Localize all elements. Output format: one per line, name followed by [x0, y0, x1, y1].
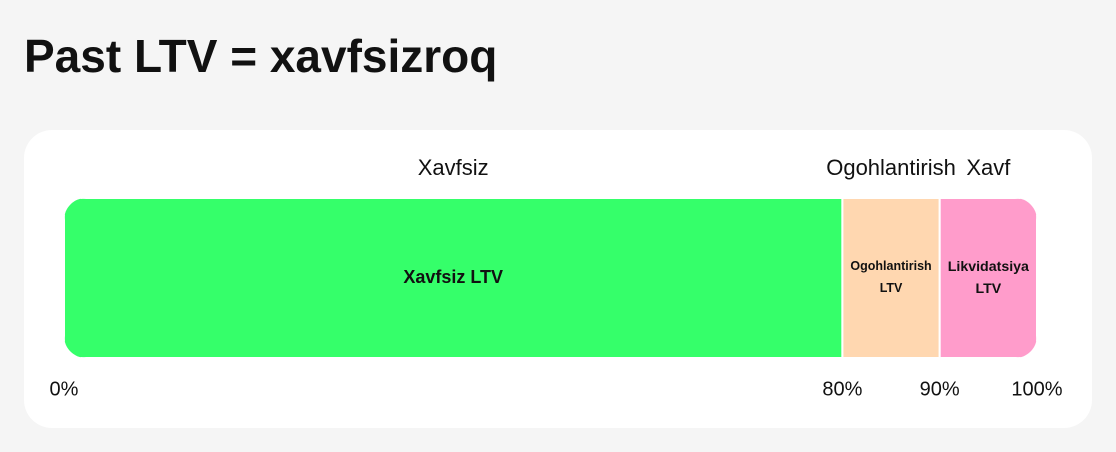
bar-group — [64, 198, 1037, 358]
bar-segment — [841, 198, 941, 358]
segment-label: Likvidatsiya LTV — [948, 259, 1029, 297]
legend-label: Xavfsiz — [418, 155, 489, 180]
x-tick-label: 0% — [50, 378, 79, 400]
legend-label: Xavf — [966, 155, 1011, 180]
bar-segment — [938, 198, 1037, 358]
chart-title: Past LTV = xavfsizroq — [24, 30, 497, 82]
x-tick-label: 100% — [1011, 378, 1062, 400]
legend-label: Ogohlantirish — [826, 155, 956, 180]
segment-label: Xavfsiz LTV — [403, 267, 503, 287]
x-tick-label: 90% — [920, 378, 960, 400]
bar-segment — [64, 198, 844, 358]
x-tick-label: 80% — [822, 378, 862, 400]
segment-label: Ogohlantirish LTV — [850, 259, 931, 295]
